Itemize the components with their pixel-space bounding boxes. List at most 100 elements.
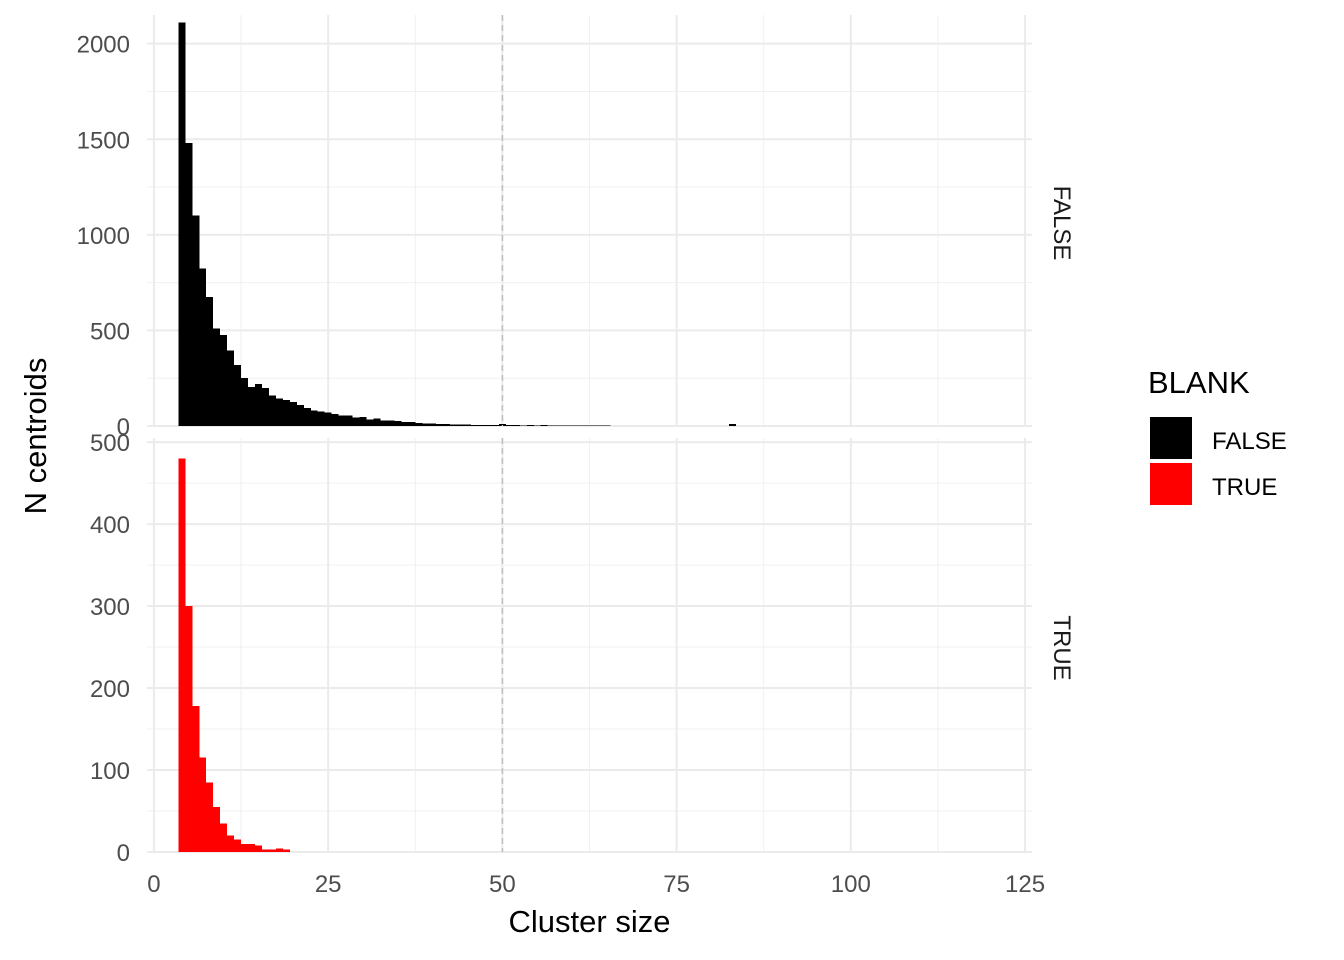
bars-false bbox=[178, 22, 736, 427]
strip-label-false: FALSE bbox=[1048, 186, 1075, 261]
histogram-bar bbox=[436, 424, 444, 426]
x-axis-title: Cluster size bbox=[509, 904, 671, 939]
histogram-bar bbox=[505, 424, 513, 426]
legend-key-true bbox=[1150, 463, 1192, 505]
histogram-bar bbox=[394, 421, 402, 426]
y-tick-label: 500 bbox=[90, 430, 130, 457]
histogram-bar bbox=[352, 417, 360, 426]
histogram-bar bbox=[227, 350, 235, 426]
histogram-bar bbox=[533, 425, 541, 426]
histogram-bar bbox=[289, 402, 297, 426]
histogram-bar bbox=[241, 843, 249, 852]
histogram-bar bbox=[185, 143, 193, 426]
histogram-bar bbox=[255, 845, 262, 852]
histogram-bar bbox=[338, 415, 346, 426]
histogram-bar bbox=[275, 848, 283, 852]
histogram-bar bbox=[261, 849, 269, 852]
histogram-bar bbox=[178, 458, 186, 852]
histogram-bar bbox=[317, 411, 325, 426]
histogram-bar bbox=[387, 420, 395, 426]
histogram-bar bbox=[429, 423, 437, 426]
histogram-bar bbox=[401, 421, 409, 426]
histogram-bar bbox=[373, 418, 381, 426]
histogram-bar bbox=[526, 425, 534, 426]
histogram-bar bbox=[464, 424, 472, 426]
histogram-bar bbox=[241, 378, 249, 426]
histogram-bar bbox=[178, 22, 186, 426]
histogram-bar bbox=[206, 296, 214, 426]
histogram-bar bbox=[199, 268, 207, 426]
legend-title: BLANK bbox=[1148, 365, 1250, 400]
y-tick-label: 0 bbox=[117, 840, 130, 867]
x-tick-label: 0 bbox=[147, 871, 160, 898]
histogram-bar bbox=[603, 425, 611, 426]
y-tick-label: 500 bbox=[90, 318, 130, 345]
histogram-bar bbox=[443, 424, 451, 426]
histogram-bar bbox=[554, 425, 562, 426]
histogram-bar bbox=[457, 424, 465, 426]
grid-true bbox=[147, 438, 1032, 853]
histogram-bar bbox=[192, 706, 200, 852]
histogram-bar bbox=[213, 806, 221, 852]
y-tick-label: 400 bbox=[90, 512, 130, 539]
histogram-bar bbox=[359, 416, 367, 426]
x-tick-label: 25 bbox=[315, 871, 342, 898]
y-tick-label: 1500 bbox=[77, 127, 130, 154]
histogram-bar bbox=[596, 425, 604, 427]
panel-true: 0 100 200 300 400 500 TRUE bbox=[90, 430, 1075, 867]
x-tick-label: 100 bbox=[831, 871, 871, 898]
y-axis-title: N centroids bbox=[18, 358, 53, 515]
x-tick-label: 75 bbox=[663, 871, 690, 898]
histogram-bar bbox=[450, 424, 458, 426]
histogram-bar bbox=[589, 425, 597, 427]
histogram-bar bbox=[471, 424, 479, 426]
histogram-bar bbox=[234, 364, 242, 426]
histogram-bar bbox=[561, 425, 569, 426]
legend-label-true: TRUE bbox=[1212, 474, 1277, 501]
x-ticks: 0 25 50 75 100 125 bbox=[147, 871, 1045, 898]
panel-false: 0 500 1000 1500 2000 FALSE bbox=[77, 15, 1075, 441]
histogram-bar bbox=[484, 425, 492, 426]
histogram-bar bbox=[519, 425, 527, 426]
histogram-bar bbox=[512, 425, 520, 426]
histogram-bar bbox=[185, 606, 193, 852]
y-tick-label: 0 bbox=[117, 414, 130, 441]
histogram-bar bbox=[213, 328, 221, 426]
legend: BLANK FALSE TRUE bbox=[1148, 365, 1287, 505]
y-tick-label: 100 bbox=[90, 758, 130, 785]
histogram-bar bbox=[227, 835, 235, 852]
histogram-bar bbox=[575, 425, 583, 427]
histogram-bar bbox=[282, 849, 290, 852]
histogram-bar bbox=[261, 387, 269, 426]
histogram-bar bbox=[540, 425, 548, 426]
histogram-bar bbox=[345, 415, 353, 426]
histogram-bar bbox=[380, 420, 388, 426]
histogram-bar bbox=[275, 398, 283, 426]
histogram-bar bbox=[296, 404, 304, 426]
y-tick-label: 2000 bbox=[77, 32, 130, 59]
histogram-bar bbox=[220, 335, 228, 426]
histogram-bar bbox=[568, 425, 576, 427]
histogram-bar bbox=[206, 782, 214, 852]
x-tick-label: 125 bbox=[1005, 871, 1045, 898]
histogram-bar bbox=[547, 425, 555, 426]
y-ticks-true: 0 100 200 300 400 500 bbox=[90, 430, 130, 867]
y-tick-label: 1000 bbox=[77, 223, 130, 250]
histogram-bar bbox=[282, 400, 290, 426]
histogram-bar bbox=[303, 407, 311, 426]
histogram-bar bbox=[268, 395, 276, 426]
histogram-bar bbox=[268, 849, 276, 852]
y-tick-label: 300 bbox=[90, 594, 130, 621]
histogram-bar bbox=[255, 383, 262, 426]
histogram-bar bbox=[192, 215, 200, 426]
histogram-bar bbox=[491, 425, 499, 426]
grid-false bbox=[147, 15, 1032, 427]
histogram-bar bbox=[408, 422, 416, 426]
strip-label-true: TRUE bbox=[1048, 615, 1075, 680]
histogram-bar bbox=[366, 419, 374, 426]
histogram-bar bbox=[248, 843, 256, 852]
histogram-bar bbox=[199, 757, 207, 852]
y-ticks-false: 0 500 1000 1500 2000 bbox=[77, 32, 130, 441]
bars-true bbox=[178, 458, 290, 852]
